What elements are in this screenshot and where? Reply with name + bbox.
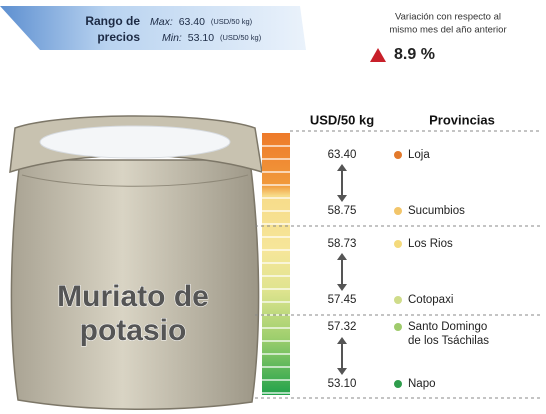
province-header: Provincias — [429, 112, 495, 127]
price: 63.40 — [328, 149, 357, 161]
product-name: potasio — [80, 314, 187, 347]
province-name: Santo Domingo — [408, 321, 487, 333]
price-header: USD/50 kg — [310, 112, 374, 127]
variation-caption: mismo mes del año anterior — [389, 25, 506, 36]
province-dot — [394, 296, 402, 304]
province-dot — [394, 151, 402, 159]
product-name: Muriato de — [57, 280, 209, 313]
sack-body — [10, 159, 260, 410]
max-unit: (USD/50 kg) — [211, 17, 253, 26]
province-dot — [394, 207, 402, 215]
province-name: Napo — [408, 378, 436, 390]
sack-fold — [21, 174, 249, 187]
up-triangle — [370, 48, 386, 62]
province-name: de los Tsáchilas — [408, 335, 489, 347]
price: 58.75 — [328, 205, 357, 217]
variation-value: 8.9 % — [394, 46, 435, 63]
province-dot — [394, 323, 402, 331]
min-label: Min: — [162, 32, 182, 44]
price: 58.73 — [328, 238, 357, 250]
color-scale — [262, 133, 290, 395]
province-dot — [394, 380, 402, 388]
range-banner — [0, 6, 306, 50]
province-name: Los Rios — [408, 238, 453, 250]
sack-granules — [39, 125, 231, 159]
province-name: Sucumbios — [408, 205, 465, 217]
province-dot — [394, 240, 402, 248]
min-unit: (USD/50 kg) — [220, 33, 262, 42]
sack — [9, 115, 263, 410]
range-title: Rango de — [85, 14, 140, 28]
min-line: Min: 53.10 (USD/50 kg) — [162, 32, 262, 44]
price: 53.10 — [328, 378, 357, 390]
variation-caption: Variación con respecto al — [395, 12, 501, 23]
province-name: Loja — [408, 149, 430, 161]
price: 57.45 — [328, 294, 357, 306]
max-value: 63.40 — [179, 16, 205, 28]
arrows — [337, 164, 347, 375]
range-title: precios — [97, 30, 140, 44]
max-label: Max: — [150, 16, 173, 28]
price: 57.32 — [328, 321, 357, 333]
max-line: Max: 63.40 (USD/50 kg) — [150, 16, 253, 28]
province-name: Cotopaxi — [408, 294, 453, 306]
min-value: 53.10 — [188, 32, 214, 44]
